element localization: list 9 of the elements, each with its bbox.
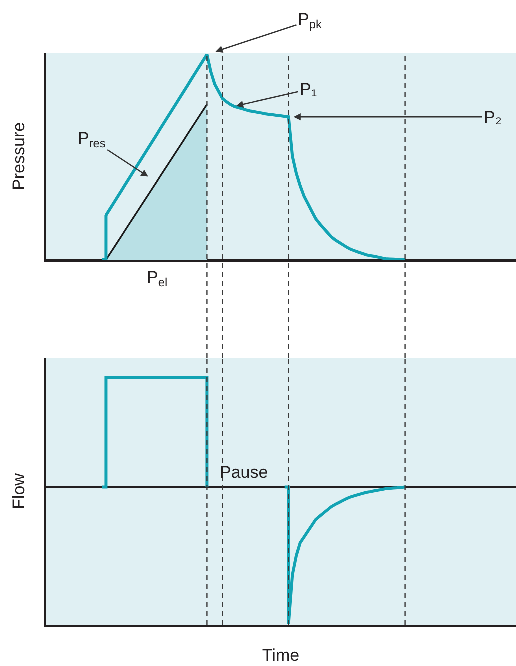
annotation: P₁ — [300, 80, 318, 99]
y-axis-title: Flow — [9, 472, 28, 510]
text: P$_{pk}$ — [298, 10, 322, 32]
annotation: P₂ — [484, 108, 502, 127]
y-axis-title: Pressure — [9, 122, 28, 191]
annotation: P$_{res}$ — [78, 129, 106, 151]
text: P$_{el}$ — [147, 268, 168, 290]
annotation: Pause — [220, 463, 268, 482]
x-axis-title: Time — [262, 646, 300, 666]
